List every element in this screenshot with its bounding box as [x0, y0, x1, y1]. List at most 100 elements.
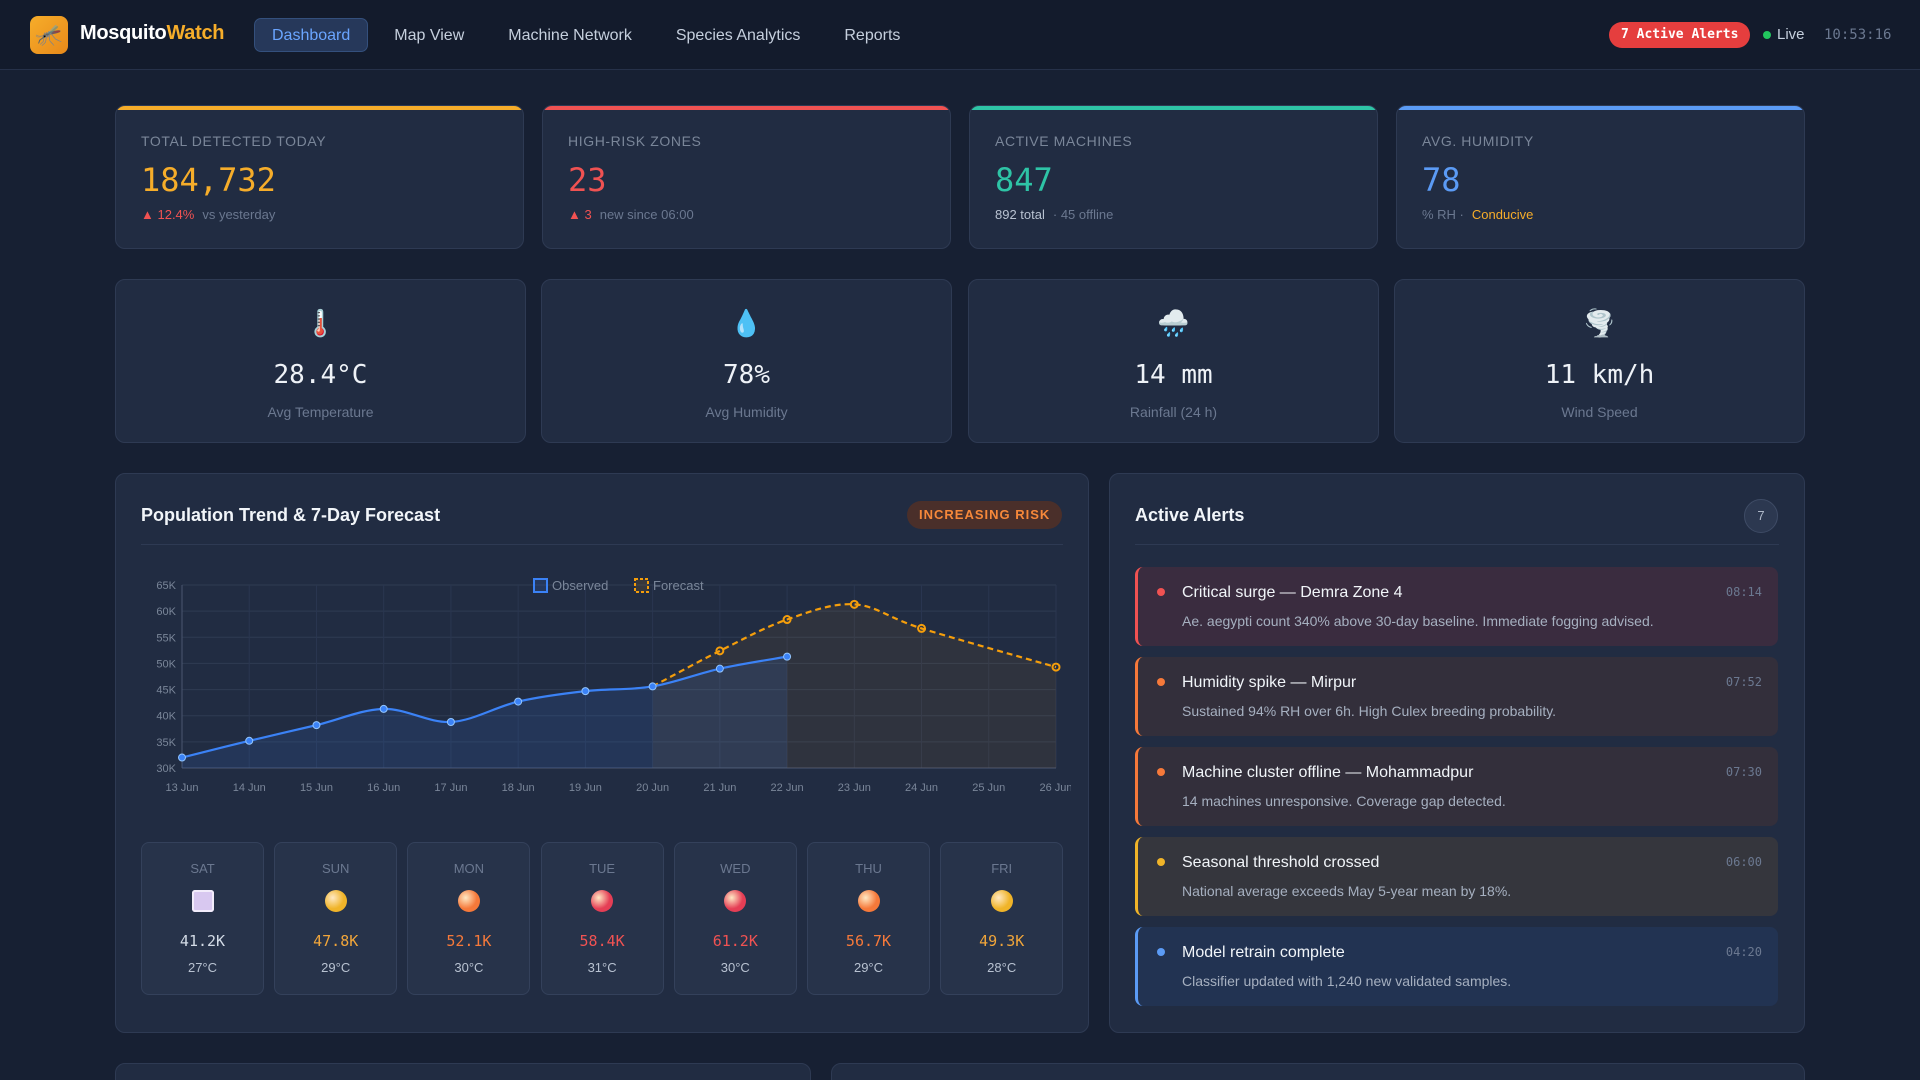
alerts-count-badge: 7	[1744, 499, 1778, 533]
nav-dashboard[interactable]: Dashboard	[254, 18, 369, 52]
legend-observed-swatch	[533, 578, 548, 593]
x-tick-label: 22 Jun	[771, 782, 804, 794]
trend-divider	[141, 544, 1063, 545]
x-tick-label: 26 Jun	[1039, 782, 1071, 794]
weather-card-rainfall[interactable]: 🌧️ 14 mm Rainfall (24 h)	[968, 279, 1379, 443]
alert-item[interactable]: Seasonal threshold crossed National aver…	[1135, 837, 1778, 916]
forecast-value: 41.2K	[179, 932, 226, 950]
forecast-day-card[interactable]: FRI 49.3K 28°C	[940, 842, 1064, 995]
alert-item[interactable]: Critical surge — Demra Zone 4 Ae. aegypt…	[1135, 567, 1778, 646]
kpi-card-avg-humidity[interactable]: Avg. Humidity 78 % RH · Conducive	[1396, 105, 1805, 249]
observed-point	[245, 736, 254, 745]
nav-species-analytics[interactable]: Species Analytics	[675, 27, 801, 44]
bottom-card-left	[115, 1063, 811, 1080]
kpi-accent-strip	[116, 106, 523, 110]
legend-forecast-label: Forecast	[653, 578, 704, 593]
brand-part-1: Mosquito	[80, 22, 167, 44]
nav-map-view[interactable]: Map View	[394, 27, 465, 44]
x-tick-label: 16 Jun	[367, 782, 400, 794]
weather-value: 78%	[723, 360, 770, 390]
active-alerts-panel: Active Alerts 7 Critical surge — Demra Z…	[1109, 473, 1805, 1033]
alert-item[interactable]: Humidity spike — Mirpur Sustained 94% RH…	[1135, 657, 1778, 736]
weather-label: Avg Temperature	[267, 404, 374, 420]
alert-title: Critical surge — Demra Zone 4	[1182, 584, 1403, 601]
clock: 10:53:16	[1824, 27, 1892, 43]
kpi-label: Total Detected Today	[141, 133, 327, 149]
alert-severity-dot-icon	[1157, 858, 1165, 866]
alerts-title: Active Alerts	[1135, 505, 1245, 525]
risk-level-dot-icon	[990, 890, 1013, 912]
y-tick-label: 30K	[156, 763, 176, 775]
weather-card-wind[interactable]: 🌪️ 11 km/h Wind Speed	[1394, 279, 1805, 443]
weather-card-temperature[interactable]: 🌡️ 28.4°C Avg Temperature	[115, 279, 526, 443]
kpi-accent-strip	[970, 106, 1377, 110]
forecast-day-card[interactable]: MON 52.1K 30°C	[407, 842, 531, 995]
forecast-value: 52.1K	[446, 932, 492, 950]
forecast-day-label: WED	[720, 861, 751, 876]
alert-time: 08:14	[1725, 585, 1762, 599]
alert-severity-dot-icon	[1157, 768, 1165, 776]
risk-level-dot-icon	[724, 890, 747, 912]
y-tick-label: 60K	[156, 606, 176, 618]
alert-description: 14 machines unresponsive. Coverage gap d…	[1182, 793, 1506, 809]
risk-badge: INCREASING RISK	[907, 501, 1063, 529]
y-tick-label: 40K	[156, 711, 176, 723]
weather-card-humidity[interactable]: 💧 78% Avg Humidity	[541, 279, 952, 443]
wind-icon: 🌪️	[1583, 308, 1616, 338]
x-tick-label: 23 Jun	[838, 782, 871, 794]
y-tick-label: 45K	[156, 685, 176, 697]
forecast-day-card[interactable]: THU 56.7K 29°C	[807, 842, 930, 995]
forecast-value: 58.4K	[579, 932, 625, 950]
legend-observed-label: Observed	[552, 578, 608, 593]
x-tick-label: 24 Jun	[905, 782, 938, 794]
alert-time: 04:20	[1725, 945, 1762, 959]
nav-reports[interactable]: Reports	[844, 27, 901, 44]
observed-point	[783, 652, 792, 661]
forecast-temp: 29°C	[321, 960, 351, 975]
nav-machine-network[interactable]: Machine Network	[508, 27, 632, 44]
forecast-day-card[interactable]: SUN 47.8K 29°C	[274, 842, 398, 995]
temperature-icon: 🌡️	[304, 308, 337, 338]
rainfall-icon: 🌧️	[1157, 308, 1190, 338]
kpi-card-total-detected[interactable]: Total Detected Today 184,732 ▲ 12.4% vs …	[115, 105, 524, 249]
alert-description: Sustained 94% RH over 6h. High Culex bre…	[1182, 703, 1557, 719]
alert-time: 06:00	[1725, 855, 1762, 869]
forecast-temp: 27°C	[187, 960, 218, 975]
trend-title: Population Trend & 7-Day Forecast	[141, 505, 441, 525]
alert-severity-dot-icon	[1157, 588, 1165, 596]
risk-level-dot-icon	[457, 890, 480, 912]
kpi-sub-secondary: vs yesterday	[202, 207, 276, 222]
weather-value: 14 mm	[1134, 360, 1213, 390]
alert-title: Machine cluster offline — Mohammadpur	[1182, 764, 1474, 781]
forecast-temp: 30°C	[720, 960, 750, 975]
observed-point	[514, 697, 523, 706]
alert-time: 07:52	[1725, 675, 1762, 689]
alert-description: Ae. aegypti count 340% above 30-day base…	[1182, 613, 1654, 629]
kpi-card-high-risk-zones[interactable]: High-Risk Zones 23 ▲ 3 new since 06:00	[542, 105, 951, 249]
alert-item[interactable]: Machine cluster offline — Mohammadpur 14…	[1135, 747, 1778, 826]
x-tick-label: 15 Jun	[300, 782, 333, 794]
active-alerts-pill[interactable]: 7 Active Alerts	[1609, 22, 1751, 48]
forecast-value: 49.3K	[979, 932, 1025, 950]
observed-line	[181, 655, 788, 759]
weather-label: Wind Speed	[1561, 404, 1638, 420]
forecast-day-label: THU	[855, 861, 882, 876]
kpi-card-active-machines[interactable]: Active Machines 847 892 total · 45 offli…	[969, 105, 1378, 249]
forecast-day-card[interactable]: SAT 41.2K 27°C	[141, 842, 264, 995]
observed-point	[446, 717, 455, 726]
forecast-day-label: FRI	[991, 861, 1013, 876]
forecast-day-card[interactable]: TUE 58.4K 31°C	[540, 842, 664, 995]
y-tick-label: 65K	[156, 580, 176, 592]
kpi-sub-primary: ▲ 3	[568, 207, 592, 222]
x-tick-label: 14 Jun	[233, 782, 266, 794]
forecast-day-card[interactable]: WED 61.2K 30°C	[673, 842, 797, 995]
forecast-day-label: SUN	[321, 861, 350, 876]
x-tick-label: 20 Jun	[636, 782, 669, 794]
kpi-sub-primary: % RH ·	[1422, 207, 1464, 222]
mosquito-logo-icon[interactable]: 🦟	[30, 16, 68, 54]
x-tick-label: 18 Jun	[502, 782, 535, 794]
logo-glyph: 🦟	[35, 22, 63, 47]
brand-name[interactable]: MosquitoWatch	[80, 22, 225, 45]
kpi-value: 184,732	[141, 161, 276, 199]
alert-item[interactable]: Model retrain complete Classifier update…	[1135, 927, 1778, 1006]
